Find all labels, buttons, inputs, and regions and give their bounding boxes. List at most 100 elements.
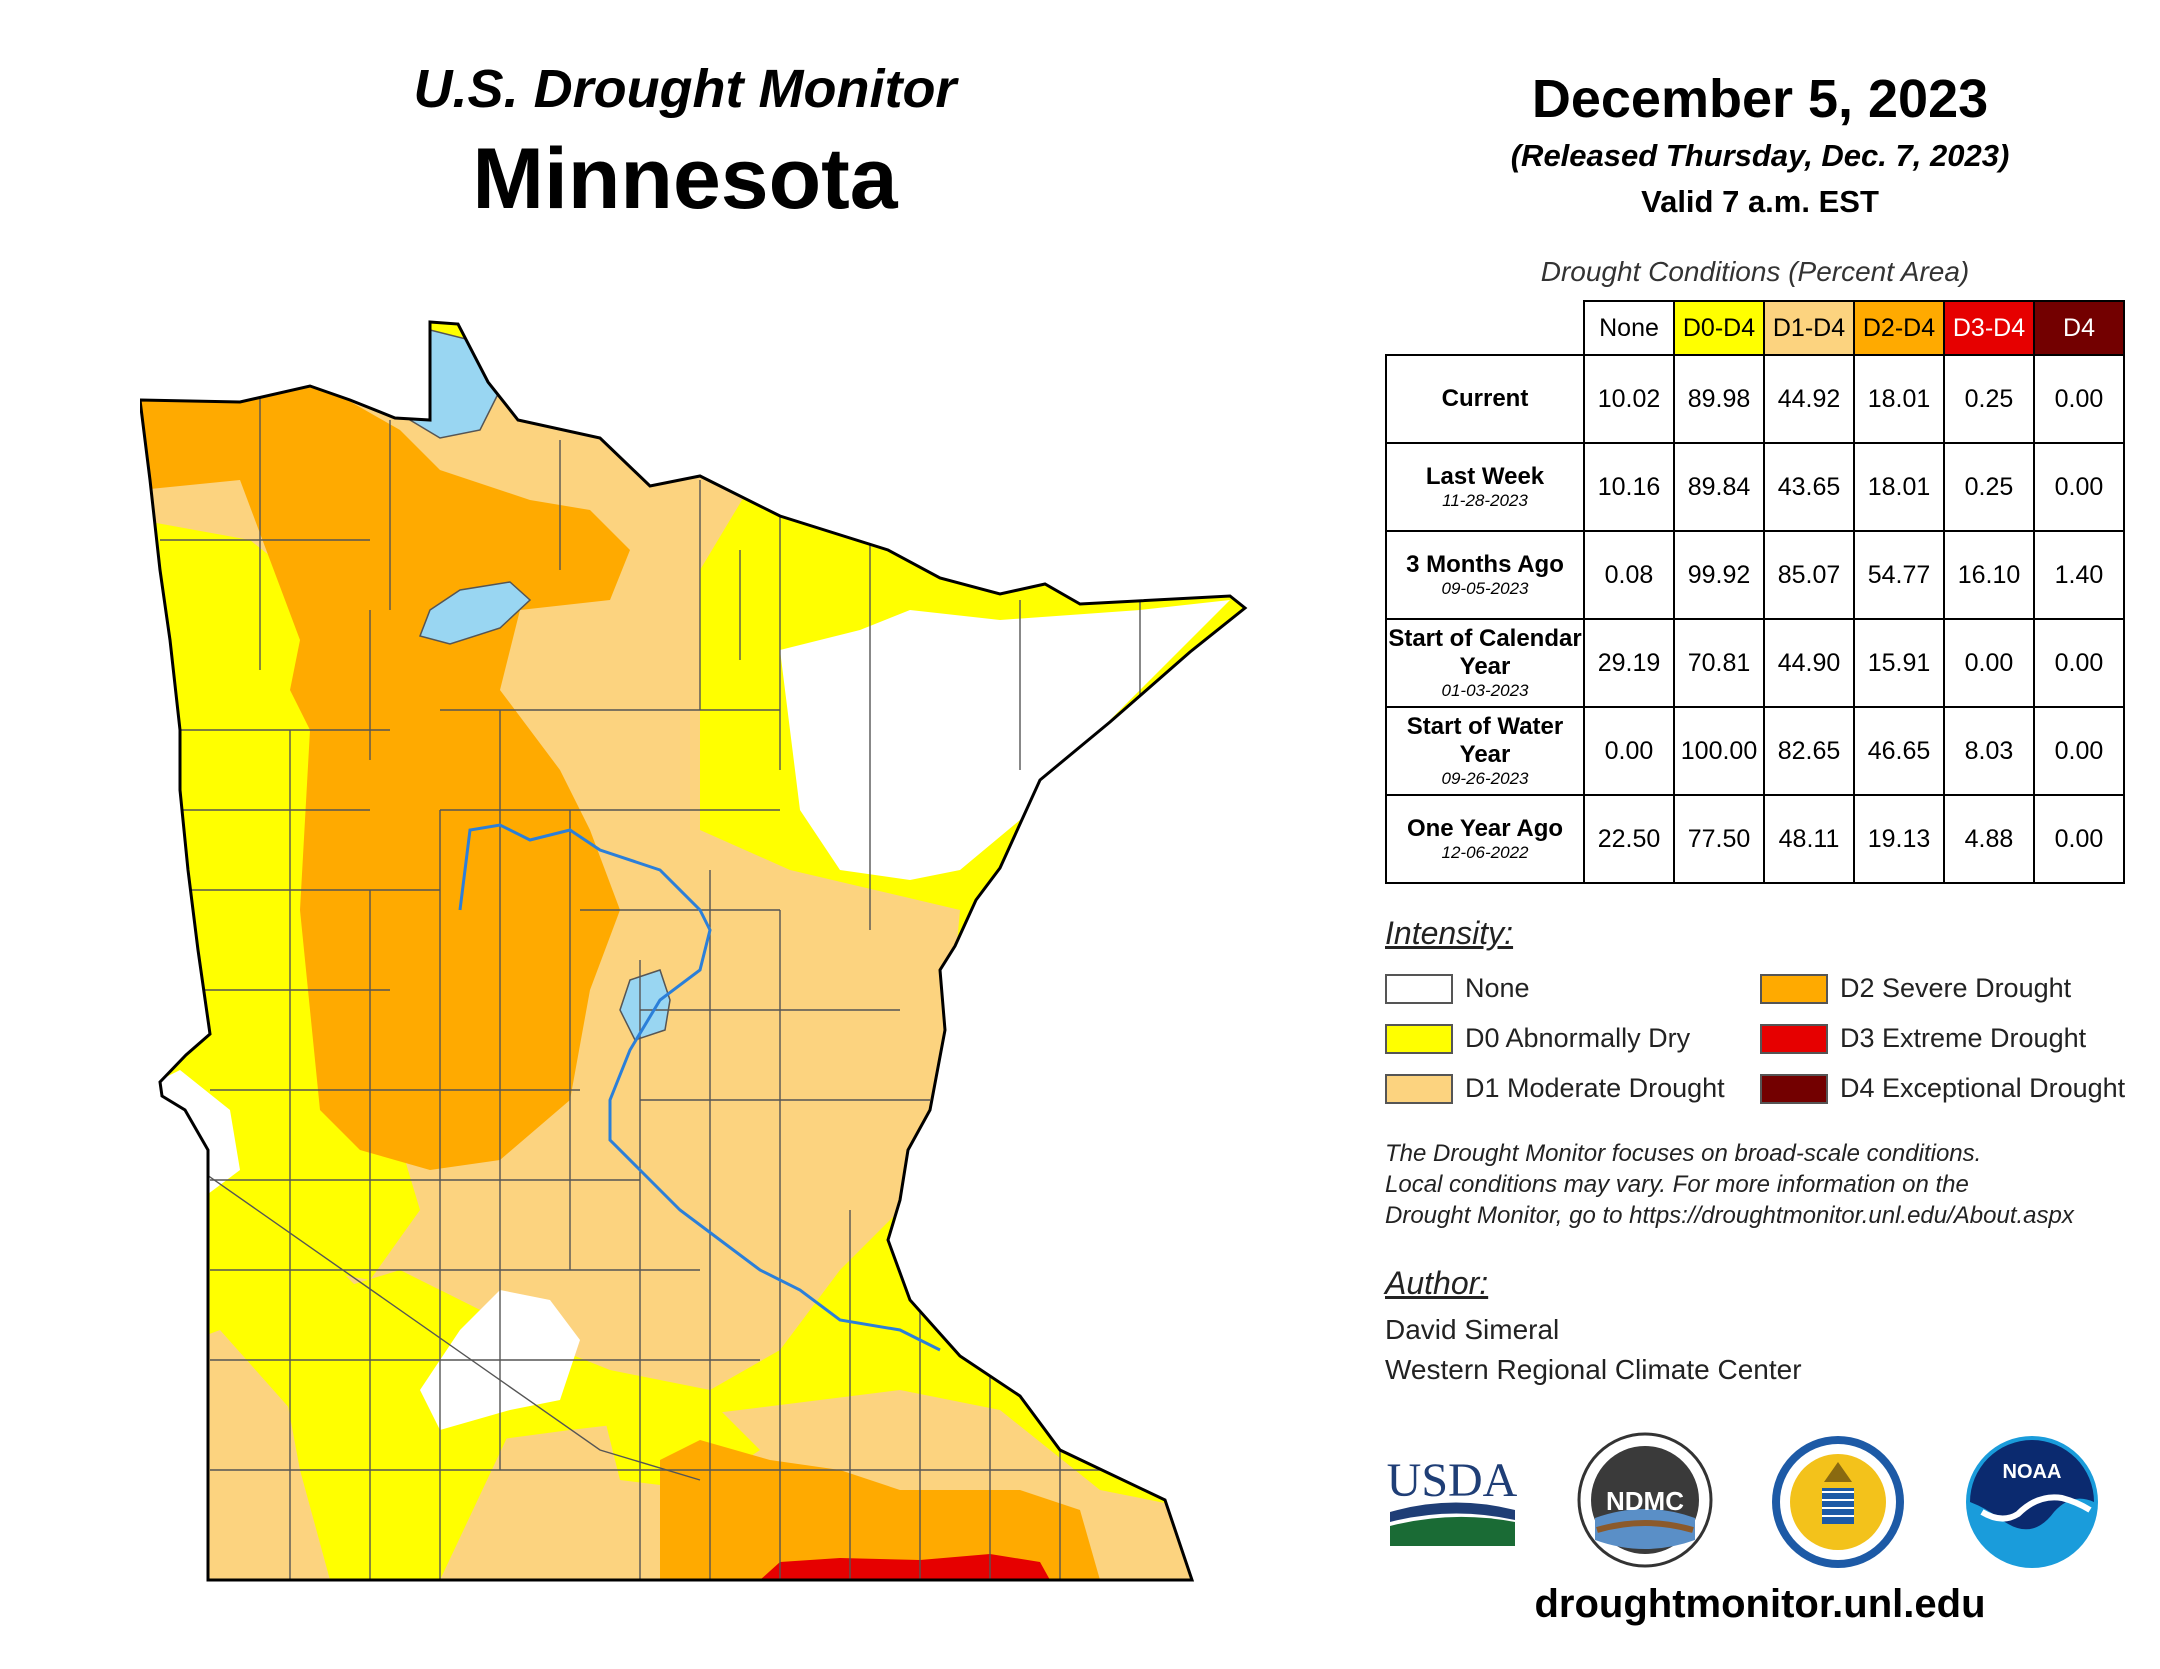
state-title: Minnesota [472,131,898,227]
table-cell: 44.90 [1763,618,1855,708]
table-cell: 0.00 [2033,618,2125,708]
noaa-logo: NOAA [1966,1436,2098,1568]
row-label: One Year Ago 12-06-2022 [1385,794,1585,884]
table-cell: 19.13 [1853,794,1945,884]
legend-label: None [1465,973,1530,1003]
table-row: Start of Calendar Year 01-03-2023 29.19 7… [1385,618,2125,708]
table-cell: 46.65 [1853,706,1945,796]
legend-item-d4: D4 Exceptional Drought [1760,1073,2125,1104]
row-label-text: 3 Months Ago [1406,551,1564,578]
table-cell: 10.02 [1583,354,1675,444]
row-date: 01-03-2023 [1441,681,1529,700]
intensity-legend-title: Intensity: [1385,915,1514,951]
table-row: Current 10.02 89.98 44.92 18.01 0.25 0.0… [1385,354,2125,444]
table-cell: 70.81 [1673,618,1765,708]
legend-swatch-d4 [1760,1073,1828,1104]
table-cell: 4.88 [1943,794,2035,884]
legend-swatch-d0 [1385,1023,1453,1054]
table-cell: 0.00 [1583,706,1675,796]
column-header-d4: D4 [2033,300,2125,356]
app-title: U.S. Drought Monitor [413,59,957,119]
website-url: droughtmonitor.unl.edu [1534,1582,1986,1626]
usda-logo: USDA [1387,1454,1518,1546]
author-name: David Simeral [1385,1314,1560,1345]
row-label-text: Start of Calendar Year [1388,625,1582,680]
d3-region [760,1554,1050,1580]
legend-label: D0 Abnormally Dry [1465,1023,1691,1053]
table-cell: 15.91 [1853,618,1945,708]
table-row: One Year Ago 12-06-2022 22.50 77.50 48.11… [1385,794,2125,884]
row-label: Current [1385,354,1585,444]
table-cell: 89.98 [1673,354,1765,444]
column-header-none: None [1583,300,1675,356]
table-cell: 0.00 [2033,706,2125,796]
table-cell: 43.65 [1763,442,1855,532]
row-date: 09-26-2023 [1441,769,1529,788]
legend-swatch-d1 [1385,1073,1453,1104]
legend-item-d3: D3 Extreme Drought [1760,1023,2086,1054]
column-header-d2-d4: D2-D4 [1853,300,1945,356]
none-northeast-region [780,600,1230,880]
note-line: Local conditions may vary. For more info… [1385,1171,1969,1198]
table-corner [1386,301,1585,356]
table-cell: 8.03 [1943,706,2035,796]
legend-swatch-d2 [1760,973,1828,1004]
row-label-text: One Year Ago [1406,815,1564,842]
author-title: Author: [1385,1265,1489,1301]
table-cell: 100.00 [1673,706,1765,796]
column-header-d3-d4: D3-D4 [1943,300,2035,356]
legend-label: D4 Exceptional Drought [1840,1073,2126,1103]
table-row: Start of Water Year 09-26-2023 0.00 100.0… [1385,706,2125,796]
row-label: Start of Calendar Year 01-03-2023 [1385,618,1585,708]
table-header-row: None D0-D4 D1-D4 D2-D4 D3-D4 D4 [1386,300,2125,356]
legend-label: D3 Extreme Drought [1840,1023,2087,1053]
row-date: 11-28-2023 [1442,491,1528,510]
row-label-text: Start of Water Year [1406,713,1564,768]
legend-item-d1: D1 Moderate Drought [1385,1073,1725,1104]
commerce-seal-logo [1772,1436,1904,1568]
valid-time: Valid 7 a.m. EST [1641,184,1879,219]
table-cell: 0.25 [1943,442,2035,532]
column-header-d0-d4: D0-D4 [1673,300,1765,356]
noaa-logo-text: NOAA [2003,1461,2062,1483]
mille-lacs-lake [619,969,671,1041]
table-cell: 99.92 [1673,530,1765,620]
mississippi-river [458,823,941,1352]
table-cell: 44.92 [1763,354,1855,444]
d2-region [140,366,630,1170]
row-label-text: Last Week [1425,463,1545,490]
row-date: 09-05-2023 [1441,579,1529,598]
table-cell: 77.50 [1673,794,1765,884]
table-cell: 22.50 [1583,794,1675,884]
column-header-d1-d4: D1-D4 [1763,300,1855,356]
table-cell: 0.00 [1943,618,2035,708]
ndmc-logo-text: NDMC [1606,1486,1684,1516]
table-cell: 10.16 [1583,442,1675,532]
author-organization: Western Regional Climate Center [1385,1354,1802,1385]
table-cell: 0.25 [1943,354,2035,444]
table-cell: 82.65 [1763,706,1855,796]
usda-logo-text: USDA [1387,1454,1518,1507]
red-lake [419,581,532,645]
table-cell: 1.40 [2033,530,2125,620]
table-cell: 85.07 [1763,530,1855,620]
release-date: (Released Thursday, Dec. 7, 2023) [1510,138,2010,173]
table-cell: 29.19 [1583,618,1675,708]
table-cell: 16.10 [1943,530,2035,620]
state-outline [140,320,1248,1582]
row-label: Last Week 11-28-2023 [1385,442,1585,532]
table-cell: 0.08 [1583,530,1675,620]
note-line: The Drought Monitor focuses on broad-sca… [1385,1140,1982,1167]
row-label: 3 Months Ago 09-05-2023 [1385,530,1585,620]
legend-label: D2 Severe Drought [1840,973,2072,1003]
legend-item-none: None [1385,973,1530,1004]
table-cell: 48.11 [1763,794,1855,884]
ndmc-logo: NDMC [1577,1432,1713,1568]
row-label-text: Current [1441,385,1529,412]
legend-label: D1 Moderate Drought [1465,1073,1725,1103]
drought-conditions-table: None D0-D4 D1-D4 D2-D4 D3-D4 D4 Current … [1385,300,2125,884]
row-label: Start of Water Year 09-26-2023 [1385,706,1585,796]
legend-swatch-none [1385,973,1453,1004]
legend-swatch-d3 [1760,1023,1828,1054]
table-cell: 18.01 [1853,354,1945,444]
